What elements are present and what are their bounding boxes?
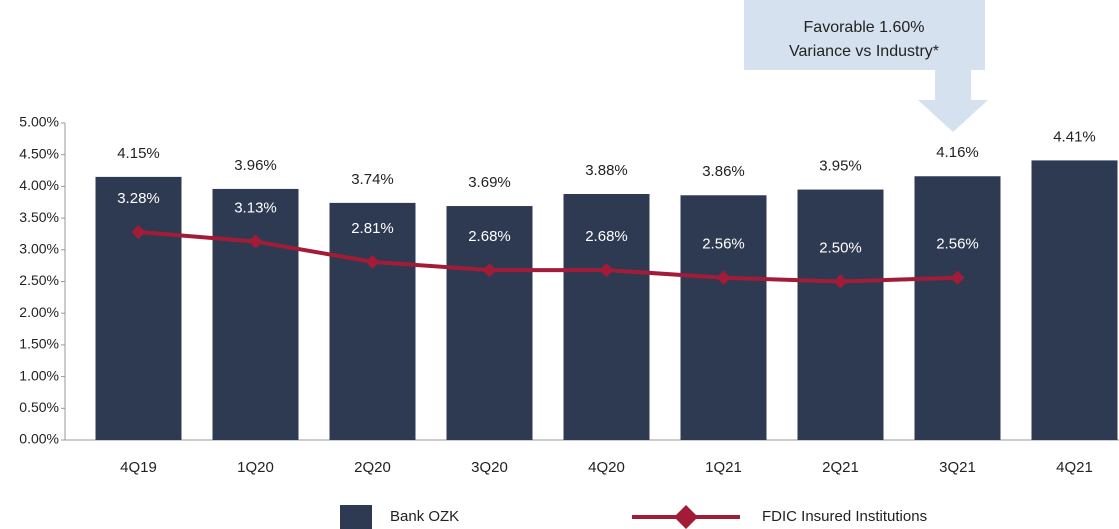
legend-swatch	[674, 505, 698, 529]
line-marker	[365, 254, 380, 269]
line-value-label: 2.50%	[819, 239, 862, 256]
bar	[212, 188, 299, 440]
bar	[446, 206, 533, 440]
y-tick-label: 1.00%	[19, 367, 59, 383]
line-value-label: 2.56%	[936, 236, 979, 253]
bar-value-label: 4.41%	[1053, 128, 1096, 145]
bar	[329, 202, 416, 440]
bar	[797, 189, 884, 440]
line-marker	[716, 270, 731, 285]
bar	[914, 176, 1001, 441]
annotation: Favorable 1.60%	[804, 19, 925, 36]
x-tick-label: 1Q21	[705, 459, 742, 476]
legend-swatch	[340, 505, 372, 529]
bar	[95, 176, 182, 440]
bar	[680, 195, 767, 440]
bar-value-label: 3.96%	[234, 157, 277, 174]
bar-value-label: 3.69%	[468, 174, 511, 191]
bar-value-label: 4.15%	[117, 145, 160, 162]
y-tick-label: 0.00%	[19, 431, 59, 447]
line-value-label: 2.81%	[351, 220, 394, 237]
y-tick-label: 3.00%	[19, 241, 59, 257]
legend-label: FDIC Insured Institutions	[762, 508, 927, 525]
x-tick-label: 3Q20	[471, 459, 508, 476]
x-tick-label: 4Q21	[1056, 459, 1093, 476]
bar-value-label: 3.86%	[702, 163, 745, 180]
line-value-label: 3.28%	[117, 190, 160, 207]
line-marker	[482, 263, 497, 278]
y-tick-label: 2.50%	[19, 272, 59, 288]
bar	[1031, 160, 1118, 440]
line-value-label: 2.68%	[585, 228, 628, 245]
y-tick-label: 5.00%	[19, 114, 59, 130]
y-tick-label: 2.00%	[19, 304, 59, 320]
line-value-label: 2.68%	[468, 228, 511, 245]
annotation-arrow	[918, 70, 988, 132]
bar-value-label: 3.74%	[351, 171, 394, 188]
x-tick-label: 2Q21	[822, 459, 859, 476]
line	[138, 230, 958, 284]
line-marker	[131, 225, 146, 240]
x-tick-label: 4Q19	[120, 459, 157, 476]
y-tick-label: 0.50%	[19, 399, 59, 415]
line-marker	[833, 274, 848, 289]
line-marker	[950, 270, 965, 285]
legend-label: Bank OZK	[390, 508, 459, 525]
x-tick-label: 3Q21	[939, 459, 976, 476]
x-tick-label: 2Q20	[354, 459, 391, 476]
annotation: Variance vs Industry*	[789, 43, 939, 60]
y-tick-label: 1.50%	[19, 336, 59, 352]
line-value-label: 2.56%	[702, 236, 745, 253]
line-value-label: 3.13%	[234, 200, 277, 217]
x-tick-label: 1Q20	[237, 459, 274, 476]
bar	[563, 194, 650, 440]
annotation-box	[744, 0, 985, 70]
bar-value-label: 4.16%	[936, 144, 979, 161]
y-tick-label: 4.50%	[19, 145, 59, 161]
line-marker	[248, 234, 263, 249]
y-tick-label: 3.50%	[19, 209, 59, 225]
line-marker	[599, 263, 614, 278]
bar-value-label: 3.88%	[585, 162, 628, 179]
bar-value-label: 3.95%	[819, 158, 862, 175]
y-tick-label: 4.00%	[19, 177, 59, 193]
x-tick-label: 4Q20	[588, 459, 625, 476]
